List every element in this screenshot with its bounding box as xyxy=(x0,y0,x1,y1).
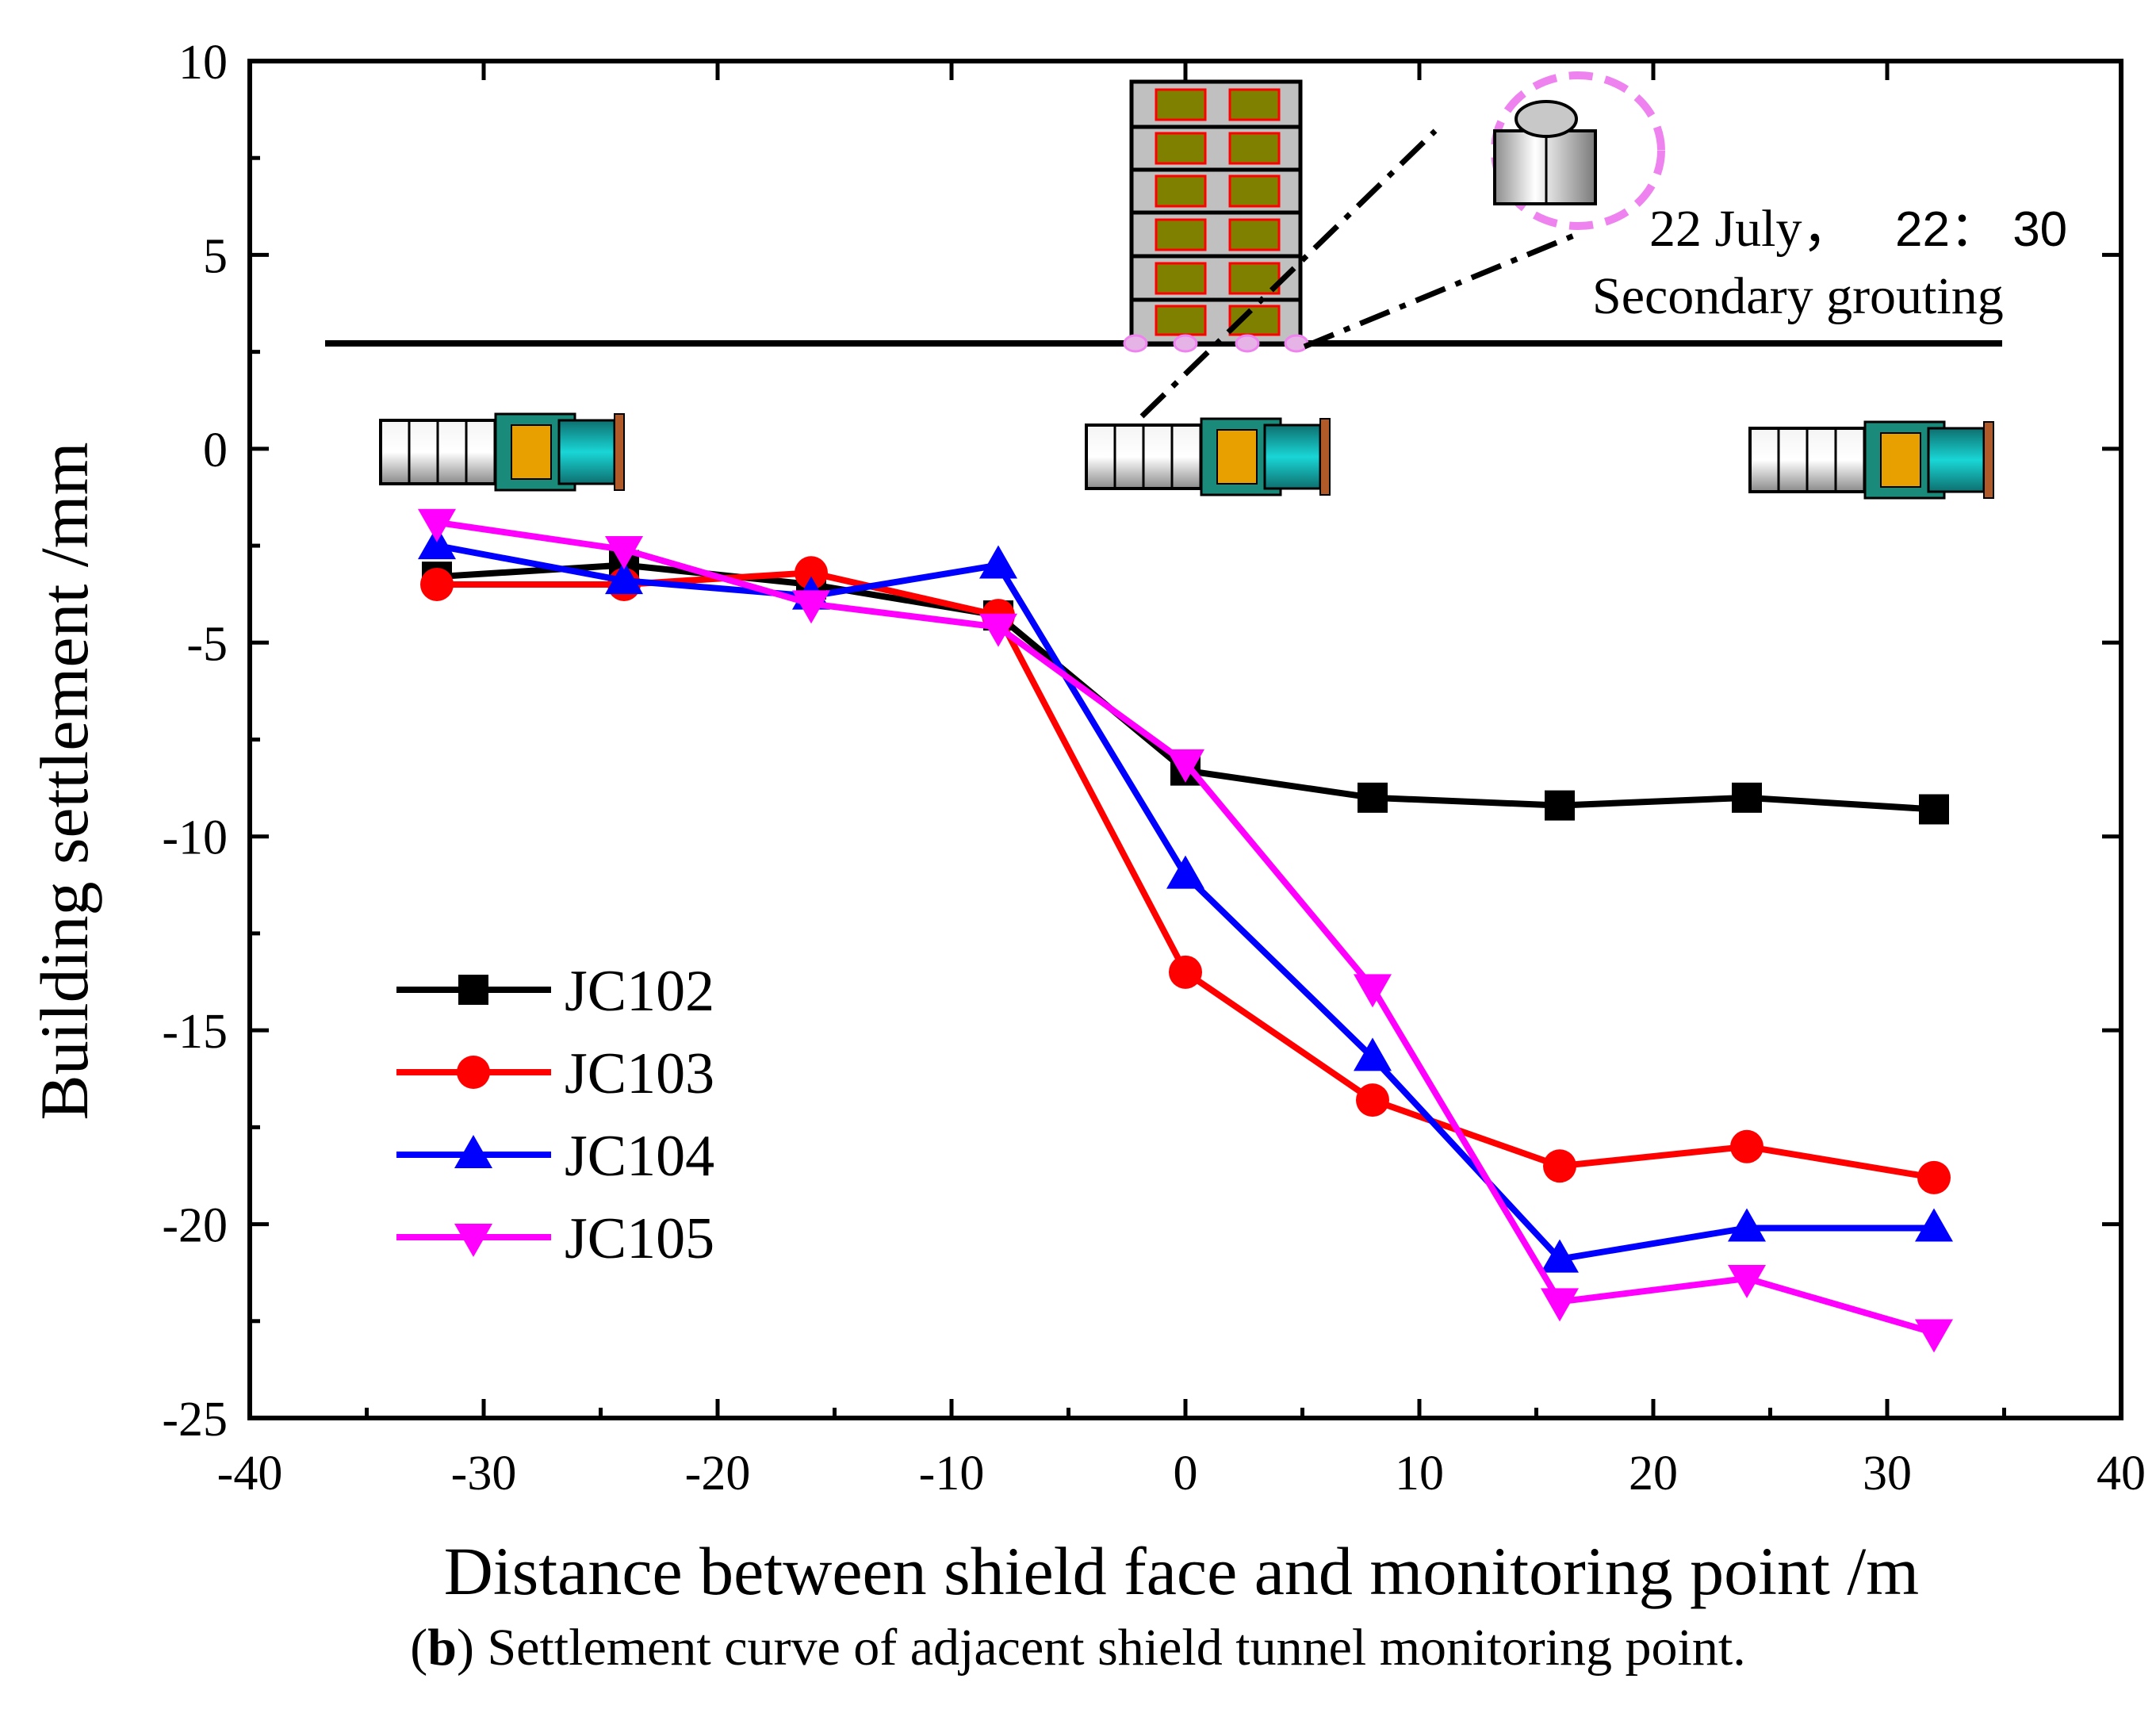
data-point xyxy=(1545,790,1575,821)
data-point xyxy=(1730,1129,1763,1163)
data-point xyxy=(979,545,1017,579)
legend-label: JC105 xyxy=(565,1206,714,1271)
x-tick-label: -40 xyxy=(217,1447,283,1500)
data-point xyxy=(1169,955,1202,989)
annotation-time: 22： 30 xyxy=(1895,202,2067,257)
data-point xyxy=(792,590,830,624)
axes-layer: -40 -30 -20 -10 0 10 20 30 40 10 5 0 -5 -10 -15 -20 -25 xyxy=(162,36,2146,1500)
y-tick-label: 10 xyxy=(178,36,228,90)
data-point xyxy=(1356,1083,1389,1117)
data-point xyxy=(605,561,643,595)
data-point xyxy=(1541,1239,1579,1273)
legend-label: JC104 xyxy=(565,1124,714,1189)
series-jc102 xyxy=(422,550,1949,825)
shield-machine-icon-middle xyxy=(1085,417,1331,496)
y-tick-label: -20 xyxy=(162,1199,228,1253)
data-point xyxy=(1541,1288,1579,1322)
data-point xyxy=(418,508,456,542)
legend-item-jc105: JC105 xyxy=(396,1206,714,1271)
data-point xyxy=(1728,1208,1766,1242)
data-point xyxy=(1166,855,1204,889)
data-point xyxy=(1354,1037,1392,1071)
data-point xyxy=(1915,1319,1953,1353)
data-point xyxy=(418,526,456,560)
legend: JC102 JC103 JC104 JC105 xyxy=(396,959,714,1271)
data-point xyxy=(1915,1208,1953,1242)
x-tick-label: 30 xyxy=(1863,1447,1912,1500)
y-tick-label: 0 xyxy=(203,424,228,477)
legend-marker xyxy=(454,1135,492,1168)
data-point xyxy=(605,535,643,569)
legend-label: JC102 xyxy=(565,959,714,1024)
data-point xyxy=(1732,782,1762,813)
y-tick-label: 5 xyxy=(203,229,228,283)
data-point xyxy=(1354,974,1392,1008)
y-tick-label: -5 xyxy=(186,617,228,671)
x-tick-label: 40 xyxy=(2097,1447,2146,1500)
data-point xyxy=(1543,1149,1576,1183)
x-tick-label: 10 xyxy=(1395,1447,1444,1500)
y-axis-title: Building settlement /mm xyxy=(26,442,102,1120)
shield-machine-icon-left xyxy=(379,412,625,492)
data-point xyxy=(1728,1265,1766,1299)
series-jc105 xyxy=(418,508,1953,1353)
data-point xyxy=(1358,782,1388,813)
series-layer xyxy=(418,508,1953,1353)
shield-machine-icon-right xyxy=(1748,420,1994,500)
y-tick-label: -15 xyxy=(162,1005,228,1059)
legend-marker xyxy=(457,1056,490,1089)
legend-item-jc102: JC102 xyxy=(396,959,714,1024)
x-tick-label: -20 xyxy=(685,1447,751,1500)
figure-caption: (b) Settlement curve of adjacent shield … xyxy=(410,1619,1746,1677)
legend-marker xyxy=(454,1224,492,1257)
data-point xyxy=(795,556,828,590)
caption-label: b xyxy=(427,1619,457,1677)
y-tick-label: -25 xyxy=(162,1393,228,1447)
x-axis-title: Distance between shield face and monitor… xyxy=(444,1533,1919,1609)
caption-text: Settlement curve of adjacent shield tunn… xyxy=(487,1619,1746,1677)
annotation-event: Secondary grouting xyxy=(1592,267,2004,325)
data-point xyxy=(979,613,1017,647)
annotation-date: 22 July， xyxy=(1649,200,1855,258)
legend-item-jc103: JC103 xyxy=(396,1041,714,1106)
data-point xyxy=(1919,794,1949,825)
x-tick-label: -10 xyxy=(919,1447,985,1500)
building-icon xyxy=(1123,79,1309,353)
x-tick-label: 20 xyxy=(1629,1447,1678,1500)
x-tick-label: 0 xyxy=(1174,1447,1198,1500)
legend-item-jc104: JC104 xyxy=(396,1124,714,1189)
data-point xyxy=(420,567,454,601)
x-tick-label: -30 xyxy=(451,1447,517,1500)
y-tick-label: -10 xyxy=(162,811,228,865)
data-point xyxy=(1917,1160,1951,1194)
tunnel-illustration: 22 July， 22： 30 Secondary grouting xyxy=(325,71,2067,500)
legend-marker xyxy=(458,975,488,1005)
legend-label: JC103 xyxy=(565,1041,714,1106)
data-point xyxy=(1166,749,1204,783)
monitoring-point-callout xyxy=(1139,71,1665,419)
